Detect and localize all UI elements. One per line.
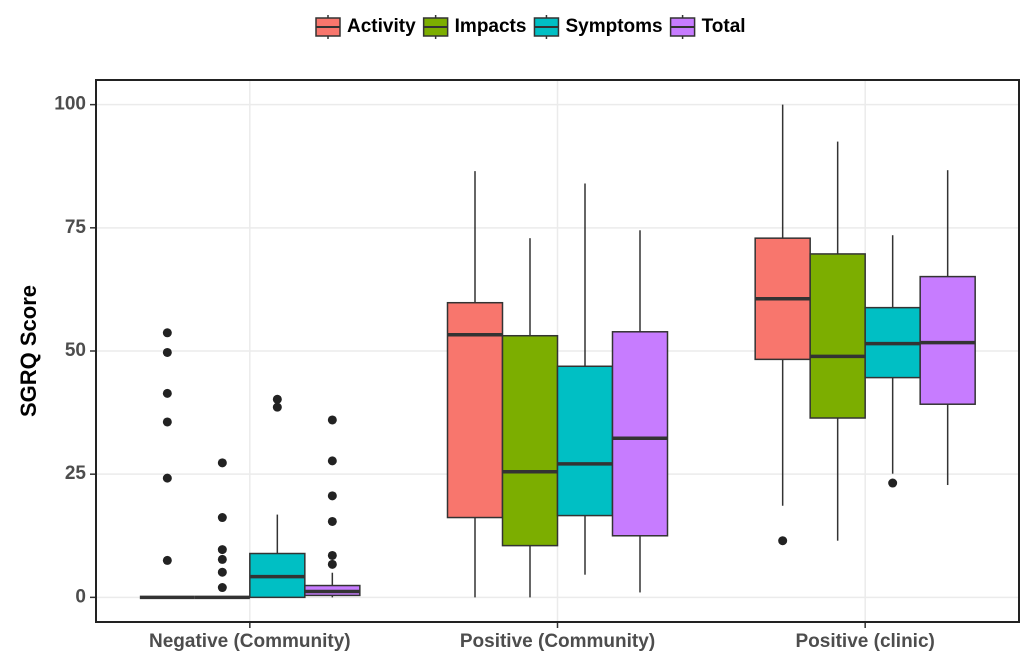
outlier: [327, 550, 337, 560]
outlier: [327, 559, 337, 569]
outlier: [272, 394, 282, 404]
outlier: [327, 491, 337, 501]
outlier: [217, 554, 227, 564]
outlier: [162, 388, 172, 398]
outlier: [272, 402, 282, 412]
outlier: [327, 516, 337, 526]
y-tick-label: 75: [65, 217, 87, 238]
y-tick-label: 50: [65, 340, 86, 361]
x-tick-label: Positive (Community): [460, 631, 655, 652]
outlier: [162, 347, 172, 357]
outlier: [217, 458, 227, 468]
x-tick-label: Negative (Community): [149, 631, 351, 652]
box: [919, 275, 976, 405]
outlier: [162, 555, 172, 565]
outlier: [327, 456, 337, 466]
outlier: [217, 583, 227, 593]
box: [446, 301, 504, 519]
y-tick-label: 100: [54, 94, 86, 115]
outlier: [162, 417, 172, 427]
outlier: [217, 545, 227, 555]
legend-label: Impacts: [455, 16, 527, 37]
outlier: [888, 478, 898, 488]
legend-label: Symptoms: [565, 16, 662, 37]
outlier: [778, 536, 788, 546]
x-tick-label: Positive (clinic): [795, 631, 934, 652]
y-tick-label: 0: [75, 586, 86, 607]
box: [501, 334, 559, 547]
outlier: [162, 328, 172, 338]
box: [809, 253, 866, 419]
y-tick-label: 25: [65, 463, 87, 484]
legend-label: Activity: [347, 16, 416, 37]
y-axis-label: SGRQ Score: [16, 285, 41, 417]
outlier: [162, 473, 172, 483]
outlier: [327, 415, 337, 425]
outlier: [217, 567, 227, 577]
box: [556, 365, 614, 517]
box: [611, 331, 669, 537]
outlier: [217, 513, 227, 523]
plot-border: [95, 79, 1020, 623]
legend-label: Total: [702, 16, 746, 37]
